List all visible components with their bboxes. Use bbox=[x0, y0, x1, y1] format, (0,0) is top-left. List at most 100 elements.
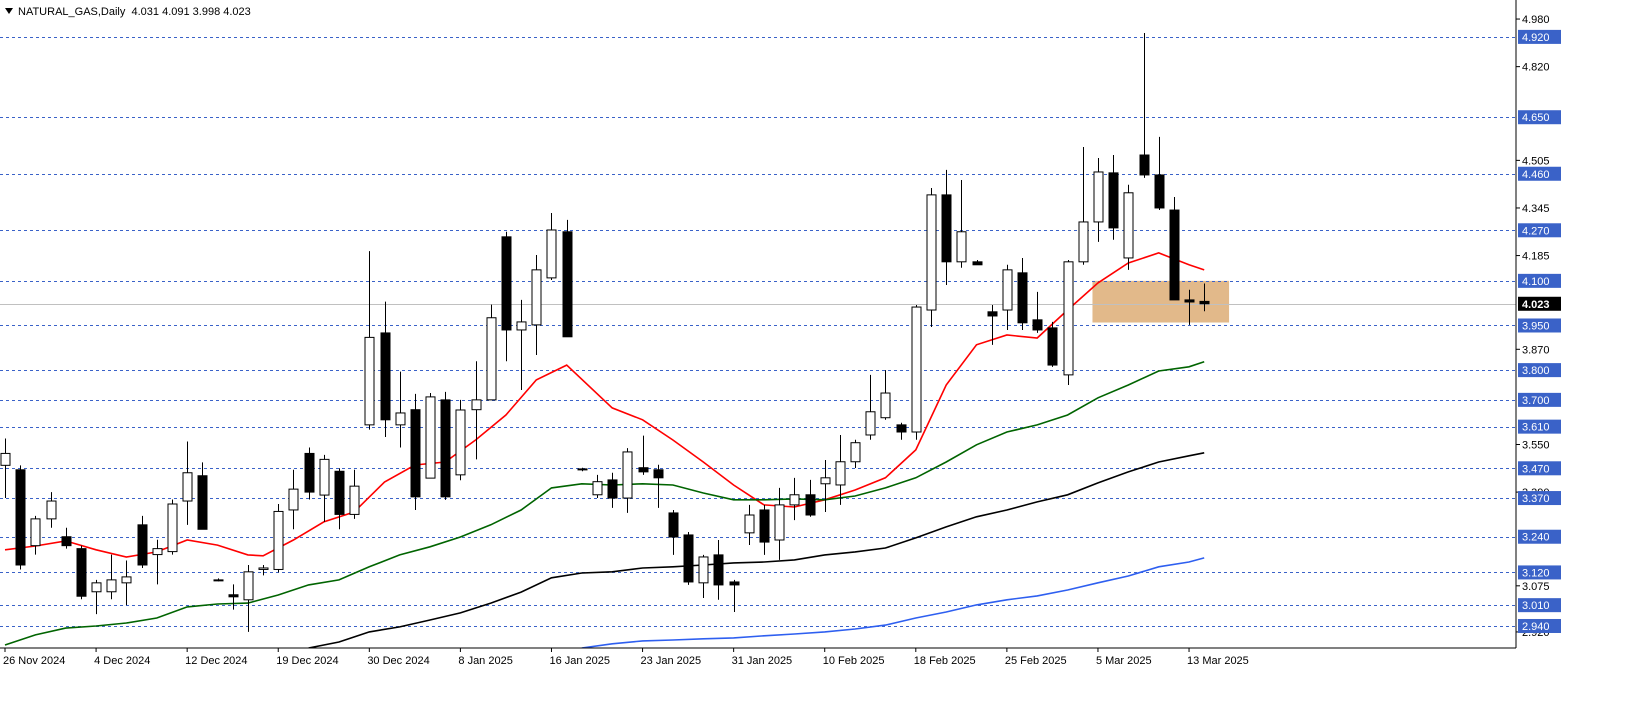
candle-body bbox=[167, 503, 178, 553]
menu-arrow[interactable] bbox=[5, 8, 13, 14]
candle-body bbox=[137, 524, 148, 566]
level-label: 3.010 bbox=[1522, 600, 1550, 612]
x-tick-label: 10 Feb 2025 bbox=[823, 655, 885, 667]
candle-body bbox=[1123, 192, 1134, 259]
candle-body bbox=[1199, 300, 1210, 305]
candle-body bbox=[607, 479, 618, 499]
y-tick-label: 4.345 bbox=[1522, 203, 1550, 215]
x-tick-label: 5 Mar 2025 bbox=[1096, 655, 1152, 667]
current-price-box bbox=[1518, 296, 1561, 311]
level-label: 4.650 bbox=[1522, 112, 1550, 124]
candle-body bbox=[152, 548, 163, 556]
level-label: 4.460 bbox=[1522, 169, 1550, 181]
candle-body bbox=[425, 396, 436, 479]
x-tick-label: 23 Jan 2025 bbox=[641, 655, 702, 667]
level-label: 3.470 bbox=[1522, 463, 1550, 475]
x-tick-label: 31 Jan 2025 bbox=[732, 655, 793, 667]
candle-body bbox=[880, 392, 891, 419]
chart-title: NATURAL_GAS,Daily 4.031 4.091 3.998 4.02… bbox=[18, 6, 251, 18]
candle-body bbox=[471, 399, 482, 411]
x-tick-label: 25 Feb 2025 bbox=[1005, 655, 1067, 667]
y-tick-label: 4.505 bbox=[1522, 155, 1550, 167]
level-label: 3.610 bbox=[1522, 422, 1550, 434]
candle-body bbox=[440, 399, 451, 498]
candle-body bbox=[789, 494, 800, 506]
candle-body bbox=[364, 336, 375, 426]
x-tick-label: 26 Nov 2024 bbox=[3, 655, 65, 667]
level-label: 4.920 bbox=[1522, 32, 1550, 44]
level-label: 3.120 bbox=[1522, 567, 1550, 579]
candle-body bbox=[759, 509, 770, 543]
candle-body bbox=[562, 231, 573, 338]
level-label-box bbox=[1518, 618, 1561, 633]
y-tick-label: 4.980 bbox=[1522, 14, 1550, 26]
candle-body bbox=[987, 311, 998, 317]
candle-body bbox=[395, 412, 406, 426]
level-label: 3.370 bbox=[1522, 493, 1550, 505]
candle-body bbox=[304, 452, 315, 493]
candle-body bbox=[501, 236, 512, 331]
candle-body bbox=[1047, 327, 1058, 366]
moving-average bbox=[581, 557, 1205, 648]
level-label-box bbox=[1518, 529, 1561, 544]
candle-body bbox=[197, 475, 208, 530]
level-label-box bbox=[1518, 318, 1561, 333]
level-label: 3.950 bbox=[1522, 320, 1550, 332]
candle-body bbox=[516, 321, 527, 331]
candle-body bbox=[121, 576, 132, 584]
candle-body bbox=[0, 452, 11, 466]
level-label-box bbox=[1518, 363, 1561, 378]
level-label-box bbox=[1518, 29, 1561, 44]
candle-body bbox=[319, 458, 330, 496]
candle-body bbox=[243, 571, 254, 601]
level-label-box bbox=[1518, 419, 1561, 434]
candle-body bbox=[683, 534, 694, 583]
candle-body bbox=[805, 494, 816, 516]
x-tick-label: 8 Jan 2025 bbox=[458, 655, 512, 667]
candle-body bbox=[46, 500, 57, 520]
candle-body bbox=[91, 582, 102, 593]
candle-body bbox=[850, 442, 861, 463]
candle-body bbox=[1154, 174, 1165, 209]
candle-body bbox=[213, 579, 224, 582]
x-tick-label: 18 Feb 2025 bbox=[914, 655, 976, 667]
candle-body bbox=[713, 554, 724, 586]
plot-area bbox=[0, 33, 1516, 648]
moving-average bbox=[308, 452, 1205, 648]
candle-body bbox=[638, 467, 649, 473]
candle-body bbox=[577, 468, 588, 471]
y-tick-label: 3.550 bbox=[1522, 439, 1550, 451]
candle-body bbox=[455, 409, 466, 476]
level-label: 4.100 bbox=[1522, 276, 1550, 288]
level-label: 2.940 bbox=[1522, 621, 1550, 633]
candle-body bbox=[653, 469, 664, 479]
level-label: 3.700 bbox=[1522, 395, 1550, 407]
level-label-box bbox=[1518, 110, 1561, 125]
level-label-box bbox=[1518, 166, 1561, 181]
candle-body bbox=[1093, 171, 1104, 223]
level-label: 3.240 bbox=[1522, 532, 1550, 544]
candle-body bbox=[592, 481, 603, 496]
y-tick-label: 4.820 bbox=[1522, 62, 1550, 74]
candle-body bbox=[911, 306, 922, 433]
candle-body bbox=[698, 556, 709, 584]
candle-body bbox=[106, 579, 117, 593]
candle-body bbox=[972, 261, 983, 266]
candle-body bbox=[1184, 299, 1195, 303]
candle-body bbox=[1139, 154, 1150, 176]
candle-body bbox=[531, 269, 542, 326]
candle-body bbox=[956, 231, 967, 263]
candle-body bbox=[1032, 319, 1043, 331]
candle-body bbox=[1078, 221, 1089, 263]
candle-body bbox=[926, 194, 937, 311]
candle-body bbox=[1017, 272, 1028, 324]
level-label-box bbox=[1518, 273, 1561, 288]
level-label-box bbox=[1518, 491, 1561, 506]
level-label-box bbox=[1518, 392, 1561, 407]
x-tick-label: 19 Dec 2024 bbox=[276, 655, 338, 667]
candle-body bbox=[668, 512, 679, 538]
level-label-box bbox=[1518, 461, 1561, 476]
level-label-box bbox=[1518, 223, 1561, 238]
candle-body bbox=[896, 424, 907, 433]
x-tick-label: 13 Mar 2025 bbox=[1187, 655, 1249, 667]
